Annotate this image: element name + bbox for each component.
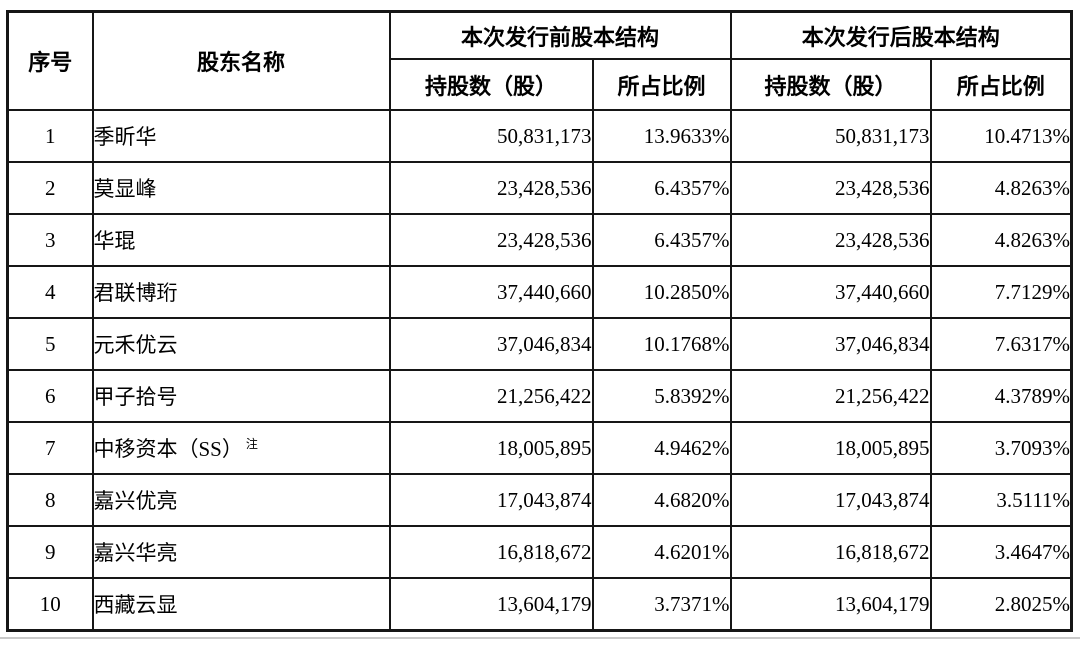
before-shares-value: 18,005,895 bbox=[388, 421, 594, 475]
shareholder-name-text: 君联博珩 bbox=[93, 281, 178, 305]
shareholder-name-text: 元禾优云 bbox=[93, 333, 178, 357]
before-shares-value: 37,046,834 bbox=[388, 317, 594, 371]
after-shares-value: 17,043,874 bbox=[729, 473, 932, 527]
shareholder-name: 西藏云显 bbox=[91, 577, 391, 632]
before-shares-value: 21,256,422 bbox=[388, 369, 594, 423]
after-shares-value: 18,005,895 bbox=[729, 421, 932, 475]
shareholder-name-text: 华琨 bbox=[93, 229, 136, 253]
row-index: 2 bbox=[6, 161, 94, 215]
shareholder-name-text: 西藏云显 bbox=[93, 593, 178, 617]
shareholder-name-text: 甲子拾号 bbox=[93, 385, 178, 409]
row-index: 9 bbox=[6, 525, 94, 579]
after-ratio-value: 4.3789% bbox=[929, 369, 1073, 423]
after-ratio-value: 3.4647% bbox=[929, 525, 1073, 579]
before-ratio-value: 4.9462% bbox=[591, 421, 732, 475]
shareholder-name: 甲子拾号 bbox=[91, 369, 391, 423]
before-ratio-value: 10.1768% bbox=[591, 317, 732, 371]
after-shares-value: 23,428,536 bbox=[729, 161, 932, 215]
table-row: 7 中移资本（SS）注 18,005,895 4.9462% 18,005,89… bbox=[6, 421, 1073, 475]
after-ratio-value: 7.6317% bbox=[929, 317, 1073, 371]
header-after-issuance-group: 本次发行后股本结构 bbox=[729, 10, 1073, 60]
shareholder-name-text: 季昕华 bbox=[93, 125, 157, 149]
before-ratio-value: 3.7371% bbox=[591, 577, 732, 632]
shareholder-name: 莫显峰 bbox=[91, 161, 391, 215]
share-structure-table: 序号 股东名称 本次发行前股本结构 本次发行后股本结构 持股数（股） 所占比例 … bbox=[6, 10, 1074, 632]
before-ratio-value: 6.4357% bbox=[591, 161, 732, 215]
after-ratio-value: 3.5111% bbox=[929, 473, 1073, 527]
after-ratio-value: 3.7093% bbox=[929, 421, 1073, 475]
after-shares-value: 37,440,660 bbox=[729, 265, 932, 319]
table-row: 8 嘉兴优亮 17,043,874 4.6820% 17,043,874 3.5… bbox=[6, 473, 1073, 527]
row-index: 1 bbox=[6, 109, 94, 163]
after-ratio-value: 10.4713% bbox=[929, 109, 1073, 163]
before-shares-value: 16,818,672 bbox=[388, 525, 594, 579]
shareholder-name: 嘉兴优亮 bbox=[91, 473, 391, 527]
before-shares-value: 50,831,173 bbox=[388, 109, 594, 163]
shareholder-name: 君联博珩 bbox=[91, 265, 391, 319]
table-row: 10 西藏云显 13,604,179 3.7371% 13,604,179 2.… bbox=[6, 577, 1073, 632]
row-index: 4 bbox=[6, 265, 94, 319]
before-shares-value: 13,604,179 bbox=[388, 577, 594, 632]
row-index: 3 bbox=[6, 213, 94, 267]
header-row-sub: 持股数（股） 所占比例 持股数（股） 所占比例 bbox=[8, 58, 1073, 111]
header-row-groups: 序号 股东名称 本次发行前股本结构 本次发行后股本结构 bbox=[6, 10, 1073, 111]
header-after-shares: 持股数（股） bbox=[729, 58, 932, 111]
table-row: 5 元禾优云 37,046,834 10.1768% 37,046,834 7.… bbox=[6, 317, 1073, 371]
after-ratio-value: 2.8025% bbox=[929, 577, 1073, 632]
before-ratio-value: 13.9633% bbox=[591, 109, 732, 163]
after-ratio-value: 4.8263% bbox=[929, 213, 1073, 267]
after-ratio-value: 4.8263% bbox=[929, 161, 1073, 215]
row-index: 6 bbox=[6, 369, 94, 423]
before-ratio-value: 4.6820% bbox=[591, 473, 732, 527]
before-ratio-value: 5.8392% bbox=[591, 369, 732, 423]
shareholder-name-text: 嘉兴优亮 bbox=[93, 489, 178, 513]
header-after-ratio: 所占比例 bbox=[929, 58, 1073, 111]
row-index: 10 bbox=[6, 577, 94, 632]
shareholder-name-text: 中移资本（SS） bbox=[93, 437, 243, 461]
after-shares-value: 37,046,834 bbox=[729, 317, 932, 371]
shareholder-name-text: 嘉兴华亮 bbox=[93, 541, 178, 565]
table-row: 3 华琨 23,428,536 6.4357% 23,428,536 4.826… bbox=[6, 213, 1073, 267]
after-shares-value: 50,831,173 bbox=[729, 109, 932, 163]
table-row: 1 季昕华 50,831,173 13.9633% 50,831,173 10.… bbox=[6, 109, 1073, 163]
after-shares-value: 23,428,536 bbox=[729, 213, 932, 267]
shareholder-name: 中移资本（SS）注 bbox=[91, 421, 391, 475]
shareholder-name: 元禾优云 bbox=[91, 317, 391, 371]
after-shares-value: 21,256,422 bbox=[729, 369, 932, 423]
table-row: 9 嘉兴华亮 16,818,672 4.6201% 16,818,672 3.4… bbox=[6, 525, 1073, 579]
table-row: 4 君联博珩 37,440,660 10.2850% 37,440,660 7.… bbox=[6, 265, 1073, 319]
header-before-shares: 持股数（股） bbox=[388, 58, 594, 111]
before-ratio-value: 6.4357% bbox=[591, 213, 732, 267]
before-ratio-value: 4.6201% bbox=[591, 525, 732, 579]
after-shares-value: 16,818,672 bbox=[729, 525, 932, 579]
header-before-issuance-group: 本次发行前股本结构 bbox=[388, 10, 732, 60]
header-before-ratio: 所占比例 bbox=[591, 58, 732, 111]
shareholder-name: 华琨 bbox=[91, 213, 391, 267]
shareholder-name-text: 莫显峰 bbox=[93, 177, 157, 201]
after-shares-value: 13,604,179 bbox=[729, 577, 932, 632]
page-bottom-divider bbox=[0, 637, 1080, 639]
header-no: 序号 bbox=[6, 10, 94, 111]
row-index: 7 bbox=[6, 421, 94, 475]
row-index: 8 bbox=[6, 473, 94, 527]
header-shareholder-name: 股东名称 bbox=[91, 10, 391, 111]
after-ratio-value: 7.7129% bbox=[929, 265, 1073, 319]
shareholder-name: 嘉兴华亮 bbox=[91, 525, 391, 579]
shareholder-name: 季昕华 bbox=[91, 109, 391, 163]
note-superscript: 注 bbox=[245, 437, 258, 451]
row-index: 5 bbox=[6, 317, 94, 371]
before-shares-value: 23,428,536 bbox=[388, 213, 594, 267]
table-row: 6 甲子拾号 21,256,422 5.8392% 21,256,422 4.3… bbox=[6, 369, 1073, 423]
table-row: 2 莫显峰 23,428,536 6.4357% 23,428,536 4.82… bbox=[6, 161, 1073, 215]
before-shares-value: 23,428,536 bbox=[388, 161, 594, 215]
before-shares-value: 37,440,660 bbox=[388, 265, 594, 319]
before-shares-value: 17,043,874 bbox=[388, 473, 594, 527]
before-ratio-value: 10.2850% bbox=[591, 265, 732, 319]
